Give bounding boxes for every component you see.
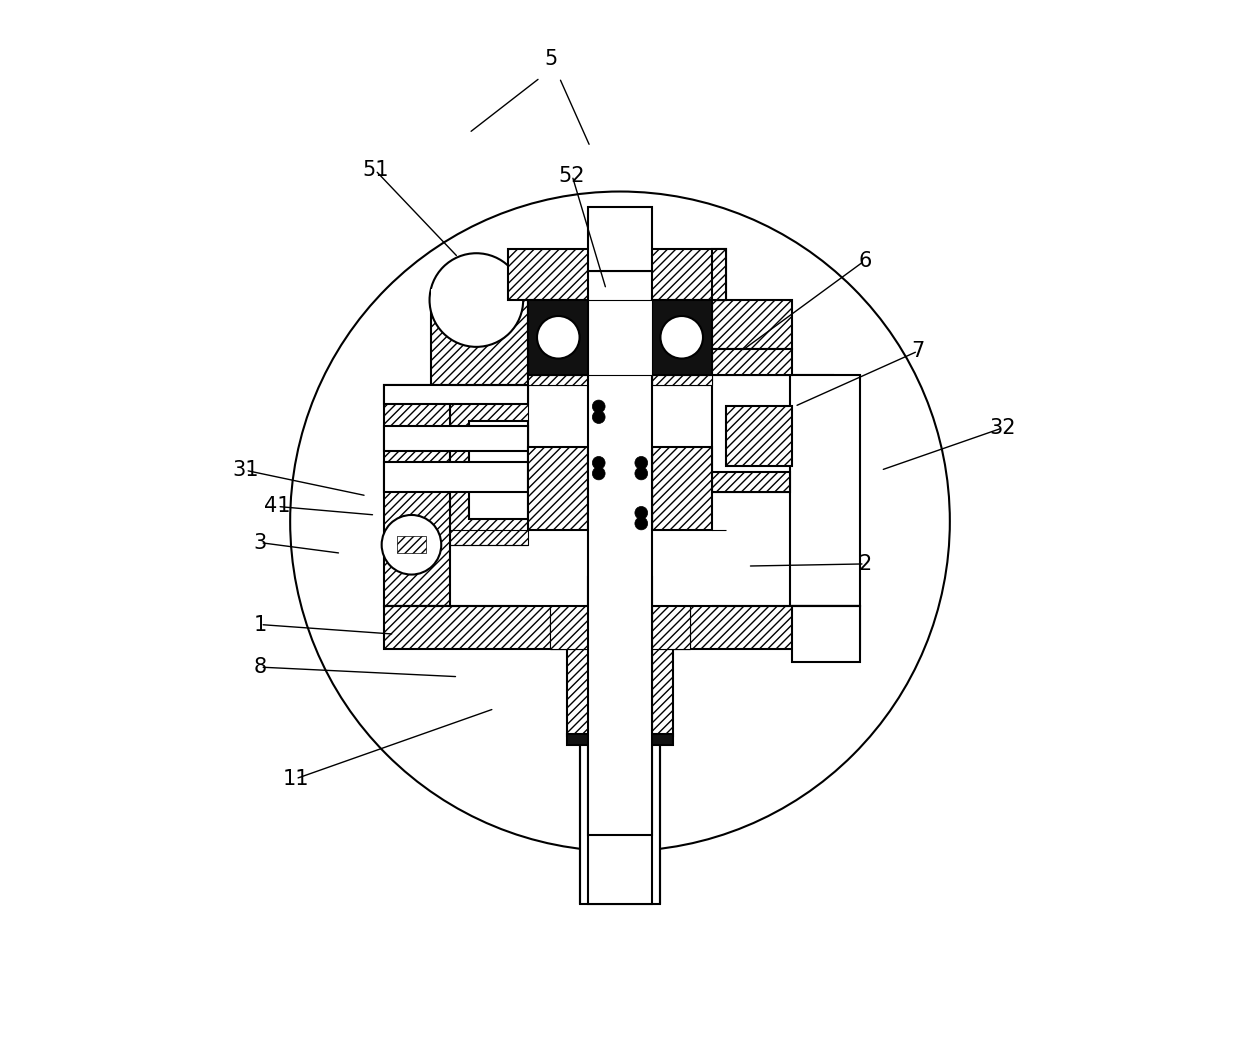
Circle shape xyxy=(635,517,647,530)
Polygon shape xyxy=(792,606,861,662)
Polygon shape xyxy=(384,385,450,606)
Polygon shape xyxy=(727,406,792,466)
Polygon shape xyxy=(652,375,712,385)
Polygon shape xyxy=(384,462,528,492)
Polygon shape xyxy=(588,577,652,904)
Polygon shape xyxy=(790,375,861,606)
Text: 41: 41 xyxy=(264,497,290,516)
Text: 52: 52 xyxy=(559,166,585,185)
Circle shape xyxy=(635,506,647,519)
Polygon shape xyxy=(430,289,528,300)
Polygon shape xyxy=(384,426,528,451)
Polygon shape xyxy=(588,271,652,835)
Circle shape xyxy=(429,253,523,347)
Circle shape xyxy=(382,515,441,575)
Polygon shape xyxy=(588,207,652,271)
Text: 2: 2 xyxy=(858,554,872,573)
Text: 6: 6 xyxy=(858,251,872,270)
Circle shape xyxy=(593,456,605,469)
Polygon shape xyxy=(384,385,528,404)
Text: 3: 3 xyxy=(254,533,267,552)
Circle shape xyxy=(593,467,605,480)
Polygon shape xyxy=(652,606,691,649)
Polygon shape xyxy=(712,249,727,300)
Polygon shape xyxy=(712,472,790,492)
Polygon shape xyxy=(652,447,712,530)
Circle shape xyxy=(635,456,647,469)
Polygon shape xyxy=(652,300,712,375)
Polygon shape xyxy=(579,736,661,904)
Polygon shape xyxy=(588,375,652,385)
Text: 11: 11 xyxy=(283,769,309,788)
Polygon shape xyxy=(549,606,691,649)
Circle shape xyxy=(593,411,605,423)
Circle shape xyxy=(290,192,950,851)
Polygon shape xyxy=(588,300,652,375)
Circle shape xyxy=(537,316,579,359)
Polygon shape xyxy=(588,447,652,530)
Text: 7: 7 xyxy=(911,342,925,361)
Polygon shape xyxy=(508,249,727,300)
Text: 32: 32 xyxy=(990,418,1017,437)
Polygon shape xyxy=(528,447,588,530)
Polygon shape xyxy=(712,300,792,349)
Text: 8: 8 xyxy=(254,658,267,677)
Polygon shape xyxy=(712,375,833,492)
Polygon shape xyxy=(712,349,792,375)
Circle shape xyxy=(635,467,647,480)
Polygon shape xyxy=(588,649,652,736)
Text: 51: 51 xyxy=(362,161,388,180)
Circle shape xyxy=(593,400,605,413)
Polygon shape xyxy=(567,734,673,745)
Polygon shape xyxy=(528,375,588,385)
Text: 31: 31 xyxy=(232,461,259,480)
Text: 5: 5 xyxy=(544,49,558,68)
Polygon shape xyxy=(528,300,588,375)
Text: 1: 1 xyxy=(254,615,267,634)
Polygon shape xyxy=(450,385,528,545)
Polygon shape xyxy=(469,421,528,519)
Polygon shape xyxy=(397,536,427,553)
Polygon shape xyxy=(549,606,588,649)
Polygon shape xyxy=(567,649,673,736)
Circle shape xyxy=(661,316,703,359)
Polygon shape xyxy=(384,606,861,649)
Polygon shape xyxy=(430,300,528,385)
